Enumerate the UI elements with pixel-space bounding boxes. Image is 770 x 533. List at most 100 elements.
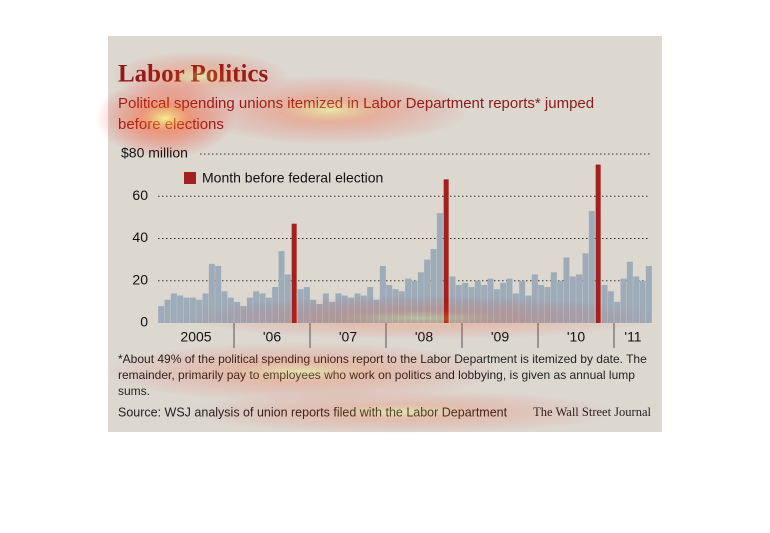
bar (595, 164, 601, 323)
bar (291, 223, 297, 323)
bar (297, 289, 304, 323)
bar (392, 289, 399, 323)
bar (202, 293, 209, 323)
bar (215, 265, 222, 323)
y-tick-label: 60 (132, 187, 148, 203)
bar (360, 295, 367, 323)
bar (189, 297, 196, 323)
bar (284, 274, 291, 323)
bar (259, 293, 266, 323)
bar (512, 293, 519, 323)
bar (538, 284, 545, 323)
bar (183, 297, 190, 323)
source: Source: WSJ analysis of union reports fi… (118, 405, 508, 419)
bar (607, 291, 614, 323)
x-tick-label: 2005 (180, 329, 211, 345)
bar (253, 291, 260, 323)
bar (272, 287, 279, 323)
bar (493, 289, 500, 323)
bar (443, 179, 449, 323)
bar (481, 284, 488, 323)
bar (208, 263, 215, 323)
y-tick-label: 20 (132, 271, 148, 287)
bar (531, 274, 538, 323)
bar (576, 274, 583, 323)
bar (563, 257, 570, 323)
bar (329, 301, 336, 323)
bar (196, 299, 203, 323)
y-tick-label: 0 (140, 314, 148, 330)
bar (569, 276, 576, 323)
x-tick-label: '07 (339, 329, 357, 345)
bar (525, 295, 532, 323)
y-tick-label: $80 million (121, 145, 188, 161)
bar (265, 297, 272, 323)
legend-label: Month before federal election (202, 170, 383, 186)
footnote-box: *About 49% of the political spending uni… (118, 352, 647, 398)
bar (436, 213, 443, 323)
chart-title: Labor Politics (118, 61, 269, 88)
y-tick-label: 40 (132, 229, 148, 245)
bar (373, 299, 380, 323)
bar (335, 293, 342, 323)
bar (379, 265, 386, 323)
bar (474, 280, 481, 323)
x-tick-label: '09 (491, 329, 509, 345)
bar (310, 299, 317, 323)
x-tick-label: '08 (415, 329, 433, 345)
bar (424, 259, 431, 323)
bar (367, 287, 374, 323)
bar (177, 295, 184, 323)
bar (557, 280, 564, 323)
bar (519, 280, 526, 323)
bar (455, 284, 462, 323)
bar (348, 297, 355, 323)
bar (462, 282, 469, 323)
bar (417, 272, 424, 323)
bar (449, 276, 456, 323)
bar (398, 291, 405, 323)
bar (170, 293, 177, 323)
bar (633, 276, 640, 323)
bar (506, 278, 513, 323)
x-tick-label: '06 (263, 329, 281, 345)
bar (582, 253, 589, 323)
bar (221, 291, 228, 323)
bar (341, 295, 348, 323)
bar (620, 278, 627, 323)
bar (303, 287, 310, 323)
bar (411, 280, 418, 323)
bar (240, 306, 247, 323)
bar (246, 297, 253, 323)
bar (278, 251, 285, 323)
bar (405, 278, 412, 323)
legend-swatch (184, 172, 196, 184)
bar (550, 272, 557, 323)
bar (164, 299, 171, 323)
bar (601, 284, 608, 323)
bar (468, 287, 475, 323)
bar (354, 293, 361, 323)
bar (386, 284, 393, 323)
bar (639, 280, 646, 323)
bar (626, 261, 633, 323)
footnote: *About 49% of the political spending uni… (118, 352, 647, 398)
subtitle: Political spending unions itemized in La… (118, 95, 595, 133)
bar (588, 211, 595, 323)
bar (322, 293, 329, 323)
bar (487, 278, 494, 323)
bar (544, 287, 551, 323)
credit: The Wall Street Journal (533, 405, 651, 419)
bar (227, 297, 234, 323)
x-tick-label: '11 (624, 329, 641, 345)
bar (500, 282, 507, 323)
subtitle-box: Political spending unions itemized in La… (118, 95, 595, 133)
bar (316, 303, 323, 323)
bar (614, 301, 621, 323)
bar (430, 249, 437, 323)
x-tick-label: '10 (567, 329, 585, 345)
bar (158, 306, 165, 323)
bar (234, 301, 241, 323)
bar (645, 265, 652, 323)
